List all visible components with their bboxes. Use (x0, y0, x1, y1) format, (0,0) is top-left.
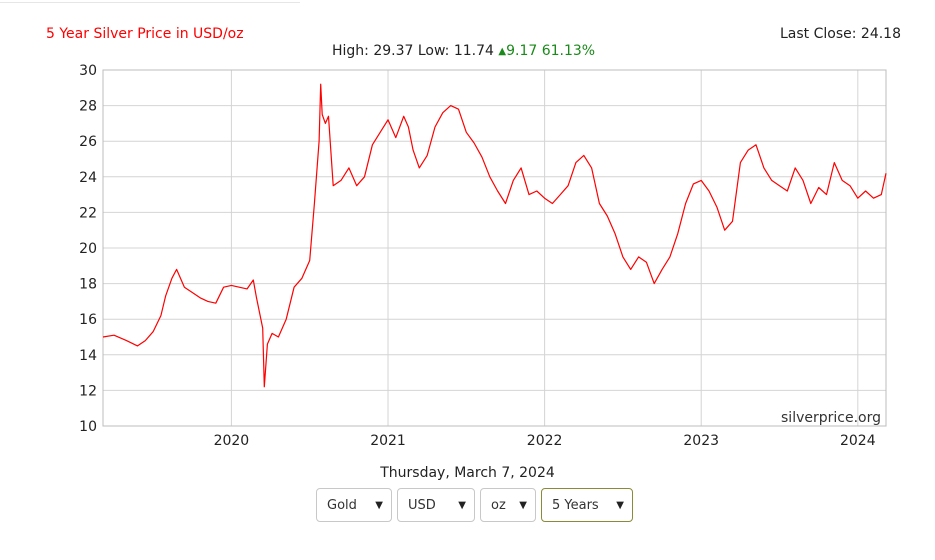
x-tick-label: 2024 (840, 433, 876, 449)
currency-select-value: USD (408, 497, 436, 513)
y-tick-label: 12 (79, 383, 97, 399)
watermark: silverprice.org (781, 410, 881, 426)
chevron-down-icon: ▼ (458, 499, 466, 511)
unit-select-value: oz (491, 497, 506, 513)
top-divider (0, 0, 300, 3)
series-line (102, 83, 887, 388)
y-tick-label: 10 (79, 419, 97, 435)
chart-controls: Gold ▼ USD ▼ oz ▼ 5 Years ▼ (316, 488, 633, 522)
date-label: Thursday, March 7, 2024 (380, 465, 555, 481)
price-stats: High: 29.37 Low: 11.74 ▲9.17 61.13% (332, 43, 595, 59)
high-low-text: High: 29.37 Low: 11.74 (332, 43, 494, 59)
y-tick-label: 22 (79, 205, 97, 221)
unit-select[interactable]: oz ▼ (480, 488, 536, 522)
y-tick-label: 24 (79, 170, 97, 186)
chart-title: 5 Year Silver Price in USD/oz (46, 26, 244, 42)
y-tick-label: 16 (79, 312, 97, 328)
x-tick-label: 2022 (527, 433, 563, 449)
y-tick-label: 18 (79, 277, 97, 293)
y-tick-label: 14 (79, 348, 97, 364)
y-tick-label: 28 (79, 99, 97, 115)
y-tick-label: 30 (79, 63, 97, 79)
y-tick-label: 26 (79, 134, 97, 150)
change-value: 9.17 61.13% (506, 43, 596, 59)
up-triangle-icon: ▲ (498, 46, 507, 57)
x-tick-label: 2020 (214, 433, 250, 449)
chevron-down-icon: ▼ (616, 499, 624, 511)
metal-select-value: Gold (327, 497, 357, 513)
metal-select[interactable]: Gold ▼ (316, 488, 392, 522)
plot-frame (102, 69, 887, 427)
period-select[interactable]: 5 Years ▼ (541, 488, 633, 522)
last-close: Last Close: 24.18 (780, 26, 901, 42)
chevron-down-icon: ▼ (375, 499, 383, 511)
currency-select[interactable]: USD ▼ (397, 488, 475, 522)
chart-grid (103, 69, 886, 427)
y-axis-labels: 10 12 14 16 18 20 22 24 26 28 30 (79, 63, 97, 435)
chevron-down-icon: ▼ (519, 499, 527, 511)
period-select-value: 5 Years (552, 497, 599, 513)
x-tick-label: 2023 (683, 433, 719, 449)
x-tick-label: 2021 (370, 433, 406, 449)
y-tick-label: 20 (79, 241, 97, 257)
x-axis-labels: 2020 2021 2022 2023 2024 (214, 433, 876, 449)
